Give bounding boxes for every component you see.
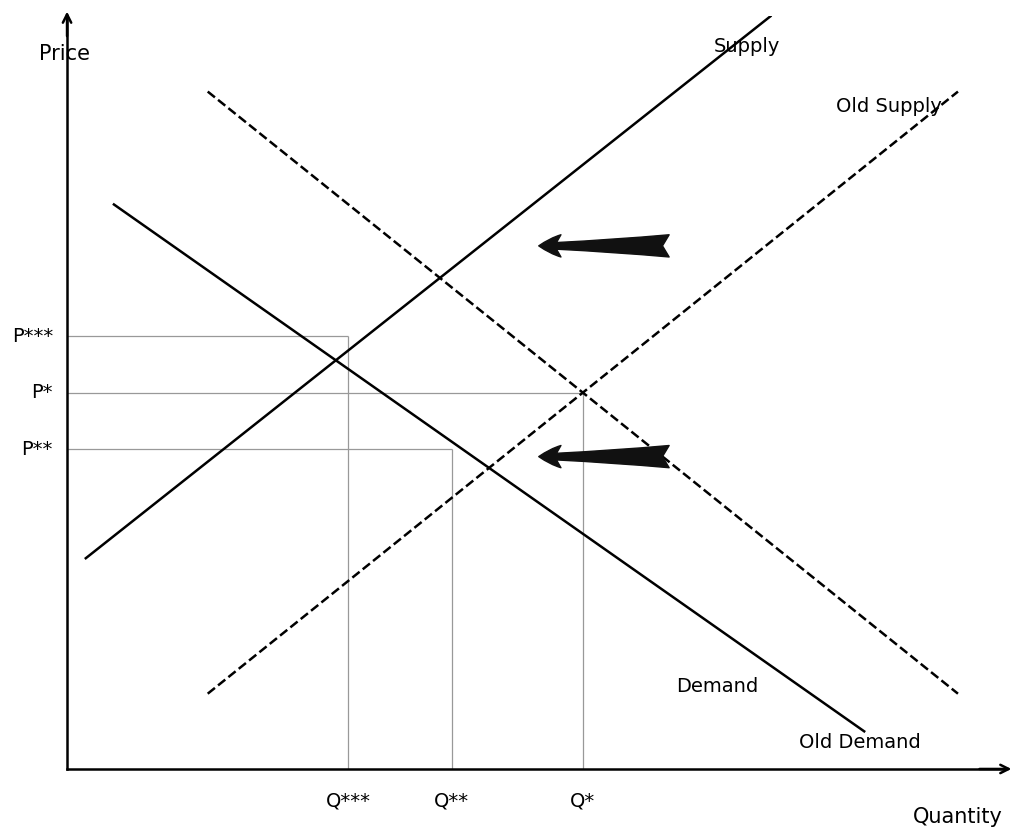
Text: P***: P*** bbox=[11, 326, 53, 346]
Text: Quantity: Quantity bbox=[913, 807, 1002, 827]
Text: Q**: Q** bbox=[434, 792, 469, 811]
Text: Demand: Demand bbox=[677, 676, 759, 696]
Text: P**: P** bbox=[22, 439, 53, 458]
Text: Old Demand: Old Demand bbox=[799, 733, 921, 752]
Text: Old Supply: Old Supply bbox=[836, 97, 942, 116]
Text: P*: P* bbox=[32, 383, 53, 402]
Text: Supply: Supply bbox=[714, 37, 780, 56]
Text: Price: Price bbox=[39, 44, 90, 64]
Text: Q***: Q*** bbox=[326, 792, 371, 811]
Text: Q*: Q* bbox=[570, 792, 596, 811]
